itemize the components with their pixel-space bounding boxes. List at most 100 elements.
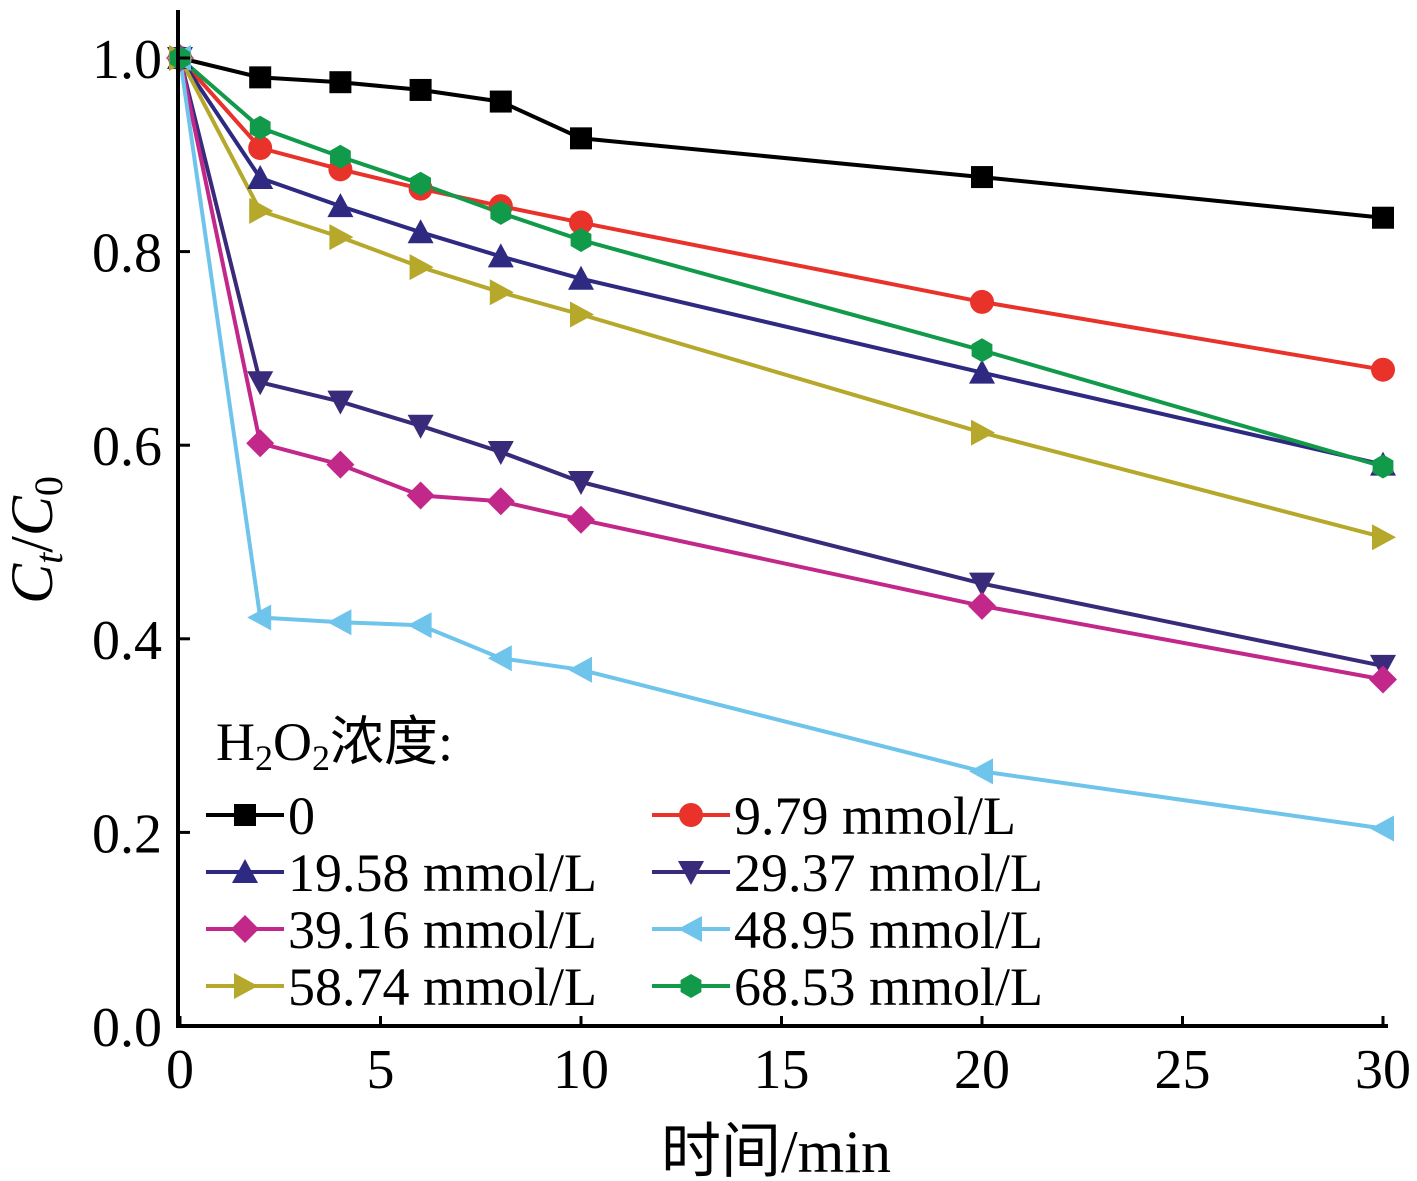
- y-label-c2: C: [0, 495, 65, 536]
- series-line-29-37-mmol-l: [178, 57, 1384, 668]
- data-point-48-95-mmol-l: [969, 758, 993, 785]
- data-point-48-95-mmol-l: [407, 612, 432, 639]
- data-point-58-74-mmol-l: [489, 279, 514, 306]
- data-point-68-53-mmol-l: [1372, 454, 1394, 479]
- y-label-sub-0: 0: [26, 476, 71, 496]
- series-line-39-16-mmol-l: [178, 57, 1384, 682]
- series-markers: [166, 44, 1397, 842]
- data-point-68-53-mmol-l: [330, 144, 351, 169]
- series-line-19-58-mmol-l: [178, 56, 1384, 467]
- x-tick-label: 10: [553, 1039, 609, 1101]
- data-point-58-74-mmol-l: [1372, 524, 1396, 551]
- data-point-19-58-mmol-l: [327, 193, 354, 218]
- data-point-48-95-mmol-l: [568, 656, 592, 683]
- data-point-19-58-mmol-l: [407, 219, 434, 244]
- y-tick-label: 0.6: [92, 416, 162, 478]
- data-point-0: [570, 127, 592, 150]
- x-tick-label: 0: [166, 1039, 194, 1101]
- legend-title-h: H: [216, 712, 255, 772]
- x-tick-label: 15: [754, 1039, 810, 1101]
- y-label-c1: C: [0, 563, 65, 604]
- data-point-58-74-mmol-l: [329, 224, 354, 251]
- legend-marker-0: [234, 804, 256, 826]
- data-point-29-37-mmol-l: [407, 414, 434, 439]
- data-point-48-95-mmol-l: [327, 609, 352, 636]
- data-point-58-74-mmol-l: [249, 197, 274, 224]
- series-line-0: [179, 56, 1384, 220]
- data-point-29-37-mmol-l: [969, 572, 995, 597]
- series-line-48-95-mmol-l: [178, 57, 1384, 831]
- x-axis-label: 时间/min: [661, 1119, 891, 1181]
- legend-label-29-37-mmol-l: 29.37 mmol/L: [734, 843, 1043, 903]
- x-tick-label: 5: [367, 1039, 395, 1101]
- data-point-39-16-mmol-l: [246, 429, 275, 458]
- data-point-58-74-mmol-l: [570, 301, 594, 328]
- y-tick-label: 1.0: [92, 29, 162, 91]
- data-point-0: [971, 166, 993, 189]
- legend-title-sub2: 2: [312, 738, 330, 778]
- data-point-0: [489, 90, 512, 113]
- legend-marker-9-79-mmol-l: [679, 803, 703, 827]
- y-label-sep: /: [0, 536, 65, 553]
- y-axis-ticks: 0.0 0.2 0.4 0.6 0.8 1.0: [92, 29, 190, 1059]
- legend-marker-29-37-mmol-l: [678, 861, 704, 885]
- legend-marker-58-74-mmol-l: [234, 973, 258, 999]
- legend-marker-68-53-mmol-l: [680, 974, 702, 998]
- data-point-58-74-mmol-l: [409, 254, 434, 281]
- y-tick-label: 0.0: [92, 997, 162, 1059]
- y-tick-label: 0.4: [92, 610, 162, 672]
- legend-label-9-79-mmol-l: 9.79 mmol/L: [734, 786, 1016, 846]
- series-line-58-74-mmol-l: [178, 57, 1384, 540]
- legend-label-48-95-mmol-l: 48.95 mmol/L: [734, 900, 1043, 960]
- legend-marker-19-58-mmol-l: [232, 859, 258, 883]
- data-point-29-37-mmol-l: [568, 471, 594, 495]
- legend: H2O2浓度: 0 9.79 mmol/L19.58 mmol/L 29.37 mm…: [206, 712, 1043, 1017]
- x-axis-ticks: 0 5 10 15 20 25 30: [166, 1016, 1411, 1101]
- legend-label-58-74-mmol-l: 58.74 mmol/L: [288, 957, 597, 1017]
- data-point-68-53-mmol-l: [570, 228, 592, 252]
- data-point-0: [249, 66, 272, 89]
- legend-label-19-58-mmol-l: 19.58 mmol/L: [288, 843, 597, 903]
- legend-entries: 0 9.79 mmol/L 19.58 mmol/L 29.37 mmol/L 39.1…: [206, 786, 1043, 1017]
- y-tick-label: 0.2: [92, 803, 162, 865]
- y-tick-label: 0.8: [92, 223, 162, 285]
- legend-title-o: O: [273, 712, 312, 772]
- data-point-39-16-mmol-l: [406, 481, 435, 510]
- data-point-9-79-mmol-l: [1371, 357, 1395, 382]
- data-point-0: [409, 78, 432, 101]
- x-tick-label: 30: [1355, 1039, 1411, 1101]
- data-point-19-58-mmol-l: [568, 265, 594, 290]
- series-lines: [178, 56, 1384, 831]
- legend-title-suffix: 浓度:: [330, 712, 453, 772]
- data-point-0: [1372, 206, 1394, 229]
- data-point-68-53-mmol-l: [249, 115, 271, 140]
- data-point-48-95-mmol-l: [1370, 815, 1394, 842]
- data-point-58-74-mmol-l: [971, 419, 995, 446]
- data-point-9-79-mmol-l: [569, 210, 593, 235]
- data-point-39-16-mmol-l: [567, 505, 595, 534]
- legend-label-0: 0: [288, 786, 315, 846]
- x-tick-label: 20: [954, 1039, 1010, 1101]
- data-point-48-95-mmol-l: [247, 604, 272, 631]
- series-line-68-53-mmol-l: [178, 56, 1384, 469]
- data-point-68-53-mmol-l: [490, 200, 512, 225]
- data-point-68-53-mmol-l: [410, 171, 431, 196]
- data-point-39-16-mmol-l: [326, 450, 355, 479]
- data-point-0: [329, 71, 352, 94]
- data-point-68-53-mmol-l: [971, 338, 993, 363]
- legend-label-39-16-mmol-l: 39.16 mmol/L: [288, 900, 597, 960]
- data-point-39-16-mmol-l: [968, 591, 996, 620]
- data-point-9-79-mmol-l: [970, 289, 994, 314]
- data-point-19-58-mmol-l: [487, 243, 514, 268]
- data-point-29-37-mmol-l: [327, 390, 354, 415]
- data-point-9-79-mmol-l: [248, 136, 273, 161]
- legend-label-68-53-mmol-l: 68.53 mmol/L: [734, 957, 1043, 1017]
- legend-title: H2O2浓度:: [216, 712, 453, 778]
- data-point-39-16-mmol-l: [1369, 665, 1397, 694]
- y-axis-label: Ct/C0: [0, 476, 71, 604]
- data-point-29-37-mmol-l: [247, 371, 274, 396]
- data-point-48-95-mmol-l: [487, 645, 512, 672]
- legend-marker-39-16-mmol-l: [231, 915, 259, 943]
- data-point-29-37-mmol-l: [487, 441, 514, 465]
